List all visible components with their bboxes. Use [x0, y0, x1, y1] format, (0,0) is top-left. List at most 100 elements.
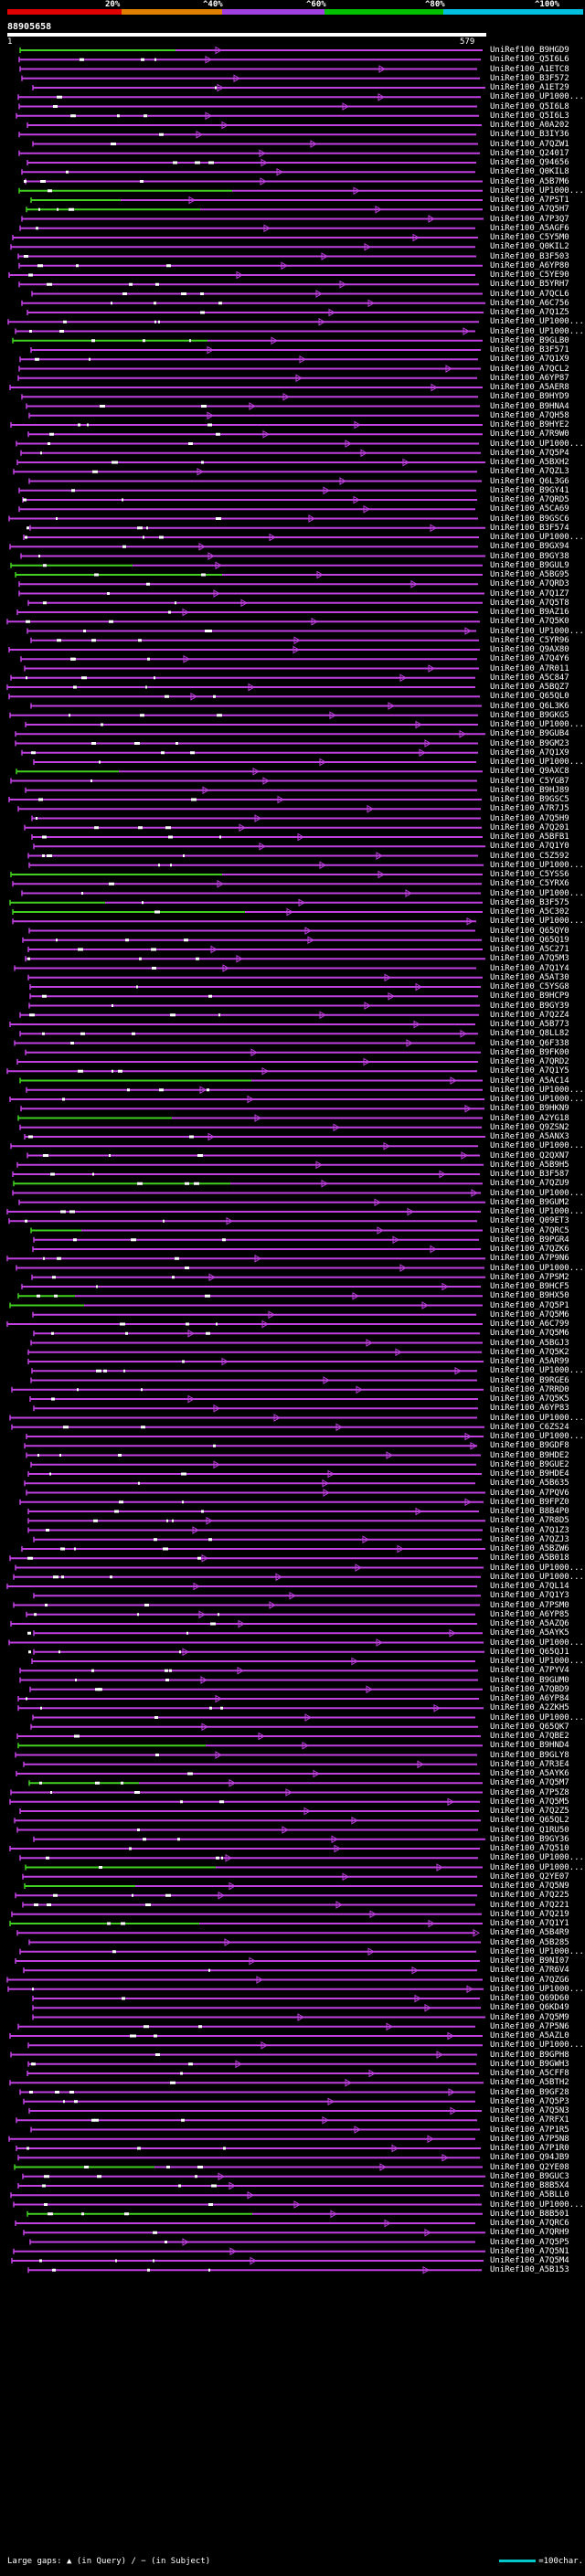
hit-label-link[interactable]: UniRef100_C5Z592	[490, 851, 569, 861]
hit-label-link[interactable]: UniRef100_A7Q5H7	[490, 205, 569, 215]
hit-label-link[interactable]: UniRef100_Q6L3K6	[490, 701, 569, 711]
hit-label-link[interactable]: UniRef100_A5BLL0	[490, 2190, 569, 2200]
hit-label-link[interactable]: UniRef100_A7QCL2	[490, 364, 569, 374]
hit-label-link[interactable]: UniRef100_UP1000...	[490, 1432, 584, 1441]
hit-label-link[interactable]: UniRef100_Q09ET3	[490, 1216, 569, 1226]
hit-label-link[interactable]: UniRef100_A7PSM2	[490, 1272, 569, 1282]
hit-label-link[interactable]: UniRef100_Q5I6L8	[490, 101, 569, 111]
hit-label-link[interactable]: UniRef100_UP1000...	[490, 888, 584, 898]
hit-label-link[interactable]: UniRef100_A5B4R9	[490, 1928, 569, 1938]
hit-label-link[interactable]: UniRef100_A7RFX1	[490, 2115, 569, 2125]
hit-label-link[interactable]: UniRef100_A5B018	[490, 1553, 569, 1564]
hit-label-link[interactable]: UniRef100_A7Q5N9	[490, 1882, 569, 1891]
hit-label-link[interactable]: UniRef100_UP1000...	[490, 1853, 584, 1863]
hit-label-link[interactable]: UniRef100_Q0KIL8	[490, 167, 569, 177]
hit-label-link[interactable]: UniRef100_B9HNA4	[490, 401, 569, 411]
hit-label-link[interactable]: UniRef100_A7Q1Z3	[490, 1525, 569, 1535]
hit-label-link[interactable]: UniRef100_B9GX94	[490, 542, 569, 552]
hit-label-link[interactable]: UniRef100_A5AGF6	[490, 223, 569, 233]
hit-label-link[interactable]: UniRef100_B3F587	[490, 1170, 569, 1179]
hit-label-link[interactable]: UniRef100_UP1000...	[490, 758, 584, 767]
hit-label-link[interactable]: UniRef100_A6YP84	[490, 1694, 569, 1703]
hit-label-link[interactable]: UniRef100_A7QRH9	[490, 2228, 569, 2238]
hit-label-link[interactable]: UniRef100_A7Q1Z5	[490, 308, 569, 317]
hit-label-link[interactable]: UniRef100_A7Q510	[490, 1844, 569, 1853]
hit-label-link[interactable]: UniRef100_A7R9W0	[490, 429, 569, 440]
hit-label-link[interactable]: UniRef100_Q94JB9	[490, 2153, 569, 2163]
hit-label-link[interactable]: UniRef100_B9FK00	[490, 1047, 569, 1057]
hit-label-link[interactable]: UniRef100_B9GWH3	[490, 2059, 569, 2069]
hit-label-link[interactable]: UniRef100_UP1000...	[490, 1657, 584, 1666]
hit-label-link[interactable]: UniRef100_A7QZL3	[490, 467, 569, 477]
hit-label-link[interactable]: UniRef100_A7Q2Z4	[490, 1010, 569, 1020]
hit-label-link[interactable]: UniRef100_A7R011	[490, 663, 569, 673]
hit-label-link[interactable]: UniRef100_A7Q1Y0	[490, 842, 569, 852]
hit-label-link[interactable]: UniRef100_UP1000...	[490, 1095, 584, 1104]
hit-label-link[interactable]: UniRef100_A7QCL6	[490, 289, 569, 299]
hit-label-link[interactable]: UniRef100_A7P5N6	[490, 2021, 569, 2031]
hit-label-link[interactable]: UniRef100_UP1000...	[490, 1712, 584, 1723]
hit-label-link[interactable]: UniRef100_UP1000...	[490, 326, 584, 336]
hit-label-link[interactable]: UniRef100_A7QBD9	[490, 1684, 569, 1694]
hit-label-link[interactable]: UniRef100_A2ZKH5	[490, 1703, 569, 1713]
hit-label-link[interactable]: UniRef100_B9RGE6	[490, 1375, 569, 1385]
hit-label-link[interactable]: UniRef100_B8B5X4	[490, 2181, 569, 2190]
hit-label-link[interactable]: UniRef100_UP1000...	[490, 317, 584, 327]
hit-label-link[interactable]: UniRef100_A7P3Q7	[490, 214, 569, 224]
hit-label-link[interactable]: UniRef100_A5B635	[490, 1479, 569, 1489]
hit-label-link[interactable]: UniRef100_B9GY38	[490, 551, 569, 561]
hit-label-link[interactable]: UniRef100_A7P5Z8	[490, 1787, 569, 1797]
hit-label-link[interactable]: UniRef100_A5B7M6	[490, 176, 569, 186]
hit-label-link[interactable]: UniRef100_A7Q5K0	[490, 617, 569, 627]
hit-label-link[interactable]: UniRef100_A7Q225	[490, 1891, 569, 1901]
hit-label-link[interactable]: UniRef100_A7Q5M4	[490, 2256, 569, 2265]
hit-label-link[interactable]: UniRef100_B8B4P0	[490, 1507, 569, 1516]
hit-label-link[interactable]: UniRef100_A7Q219	[490, 1909, 569, 1919]
hit-label-link[interactable]: UniRef100_B9HYD9	[490, 392, 569, 402]
hit-label-link[interactable]: UniRef100_UP1000...	[490, 860, 584, 870]
hit-label-link[interactable]: UniRef100_A5BQZ7	[490, 683, 569, 692]
hit-label-link[interactable]: UniRef100_A7Q5P4	[490, 448, 569, 458]
hit-label-link[interactable]: UniRef100_B9GY41	[490, 485, 569, 495]
hit-label-link[interactable]: UniRef100_B9HJ89	[490, 785, 569, 795]
hit-label-link[interactable]: UniRef100_UP1000...	[490, 533, 584, 542]
hit-label-link[interactable]: UniRef100_B9FPZ0	[490, 1497, 569, 1507]
hit-label-link[interactable]: UniRef100_A7Q5M9	[490, 2012, 569, 2022]
hit-label-link[interactable]: UniRef100_A7Q1Z7	[490, 588, 569, 599]
hit-label-link[interactable]: UniRef100_B9GPH8	[490, 2050, 569, 2060]
hit-label-link[interactable]: UniRef100_A7Q4Y6	[490, 654, 569, 664]
hit-label-link[interactable]: UniRef100_A6YP85	[490, 1609, 569, 1619]
hit-label-link[interactable]: UniRef100_A7RRD0	[490, 1384, 569, 1394]
hit-label-link[interactable]: UniRef100_A7R7J5	[490, 804, 569, 814]
hit-label-link[interactable]: UniRef100_C5YGB7	[490, 776, 569, 786]
hit-label-link[interactable]: UniRef100_B9GSC6	[490, 514, 569, 524]
hit-label-link[interactable]: UniRef100_A7P1R5	[490, 2125, 569, 2135]
hit-label-link[interactable]: UniRef100_UP1000...	[490, 1141, 584, 1151]
hit-label-link[interactable]: UniRef100_Q1RU50	[490, 1825, 569, 1835]
hit-label-link[interactable]: UniRef100_B9NI07	[490, 1956, 569, 1966]
hit-label-link[interactable]: UniRef100_UP1000...	[490, 1563, 584, 1573]
hit-label-link[interactable]: UniRef100_UP1000...	[490, 720, 584, 729]
hit-label-link[interactable]: UniRef100_B9GUM2	[490, 1197, 569, 1207]
hit-label-link[interactable]: UniRef100_A6YP87	[490, 373, 569, 383]
hit-label-link[interactable]: UniRef100_A2YG18	[490, 1113, 569, 1123]
hit-label-link[interactable]: UniRef100_A5ANX3	[490, 1132, 569, 1141]
hit-label-link[interactable]: UniRef100_A7P1R0	[490, 2144, 569, 2153]
hit-label-link[interactable]: UniRef100_B3IY36	[490, 130, 569, 140]
hit-label-link[interactable]: UniRef100_Q5I6L3	[490, 111, 569, 121]
hit-label-link[interactable]: UniRef100_A5BFB1	[490, 832, 569, 842]
hit-label-link[interactable]: UniRef100_B9HND4	[490, 1741, 569, 1751]
hit-label-link[interactable]: UniRef100_B9GM23	[490, 738, 569, 748]
hit-label-link[interactable]: UniRef100_B9GSC5	[490, 795, 569, 804]
hit-label-link[interactable]: UniRef100_A7Q201	[490, 822, 569, 832]
hit-label-link[interactable]: UniRef100_A5B773	[490, 1020, 569, 1029]
hit-label-link[interactable]: UniRef100_A7Q5M3	[490, 954, 569, 964]
hit-label-link[interactable]: UniRef100_A7Q5P5	[490, 2237, 569, 2247]
hit-label-link[interactable]: UniRef100_A7Q1X9	[490, 747, 569, 758]
hit-label-link[interactable]: UniRef100_A7QZJ3	[490, 1534, 569, 1544]
hit-label-link[interactable]: UniRef100_A7Q5N3	[490, 2106, 569, 2115]
hit-label-link[interactable]: UniRef100_UP1000...	[490, 1413, 584, 1423]
hit-label-link[interactable]: UniRef100_UP1000...	[490, 626, 584, 636]
hit-label-link[interactable]: UniRef100_A7R8D5	[490, 1516, 569, 1526]
hit-label-link[interactable]: UniRef100_B9HKN9	[490, 1104, 569, 1114]
